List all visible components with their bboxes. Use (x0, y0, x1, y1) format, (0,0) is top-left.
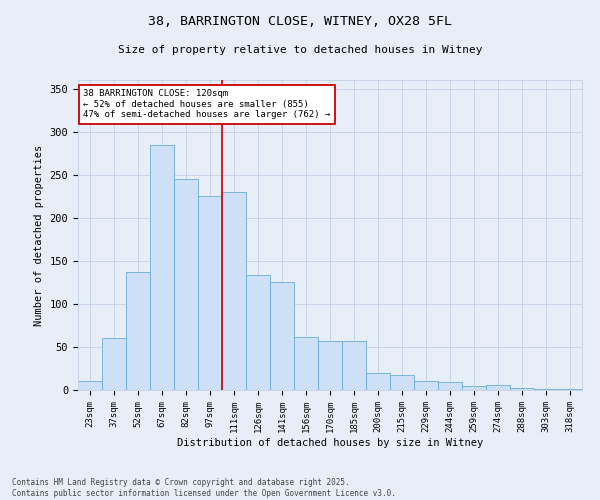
Bar (126, 272, 150, 390)
Bar (78, 382, 102, 390)
X-axis label: Distribution of detached houses by size in Witney: Distribution of detached houses by size … (177, 438, 483, 448)
Bar (462, 386, 486, 390)
Bar (150, 144, 174, 390)
Bar (414, 382, 438, 390)
Bar (270, 282, 294, 390)
Bar (438, 382, 462, 390)
Bar (510, 388, 534, 390)
Bar (318, 341, 342, 390)
Bar (342, 341, 366, 390)
Bar (558, 389, 582, 390)
Bar (246, 276, 270, 390)
Text: 38 BARRINGTON CLOSE: 120sqm
← 52% of detached houses are smaller (855)
47% of se: 38 BARRINGTON CLOSE: 120sqm ← 52% of det… (83, 90, 330, 119)
Bar (390, 376, 414, 390)
Bar (294, 336, 318, 390)
Bar (366, 373, 390, 390)
Bar (102, 338, 126, 390)
Bar (198, 196, 222, 390)
Y-axis label: Number of detached properties: Number of detached properties (34, 144, 44, 326)
Text: Contains HM Land Registry data © Crown copyright and database right 2025.
Contai: Contains HM Land Registry data © Crown c… (12, 478, 396, 498)
Bar (486, 385, 510, 390)
Bar (534, 389, 558, 390)
Bar (222, 192, 246, 390)
Text: Size of property relative to detached houses in Witney: Size of property relative to detached ho… (118, 45, 482, 55)
Bar (174, 179, 198, 390)
Text: 38, BARRINGTON CLOSE, WITNEY, OX28 5FL: 38, BARRINGTON CLOSE, WITNEY, OX28 5FL (148, 15, 452, 28)
